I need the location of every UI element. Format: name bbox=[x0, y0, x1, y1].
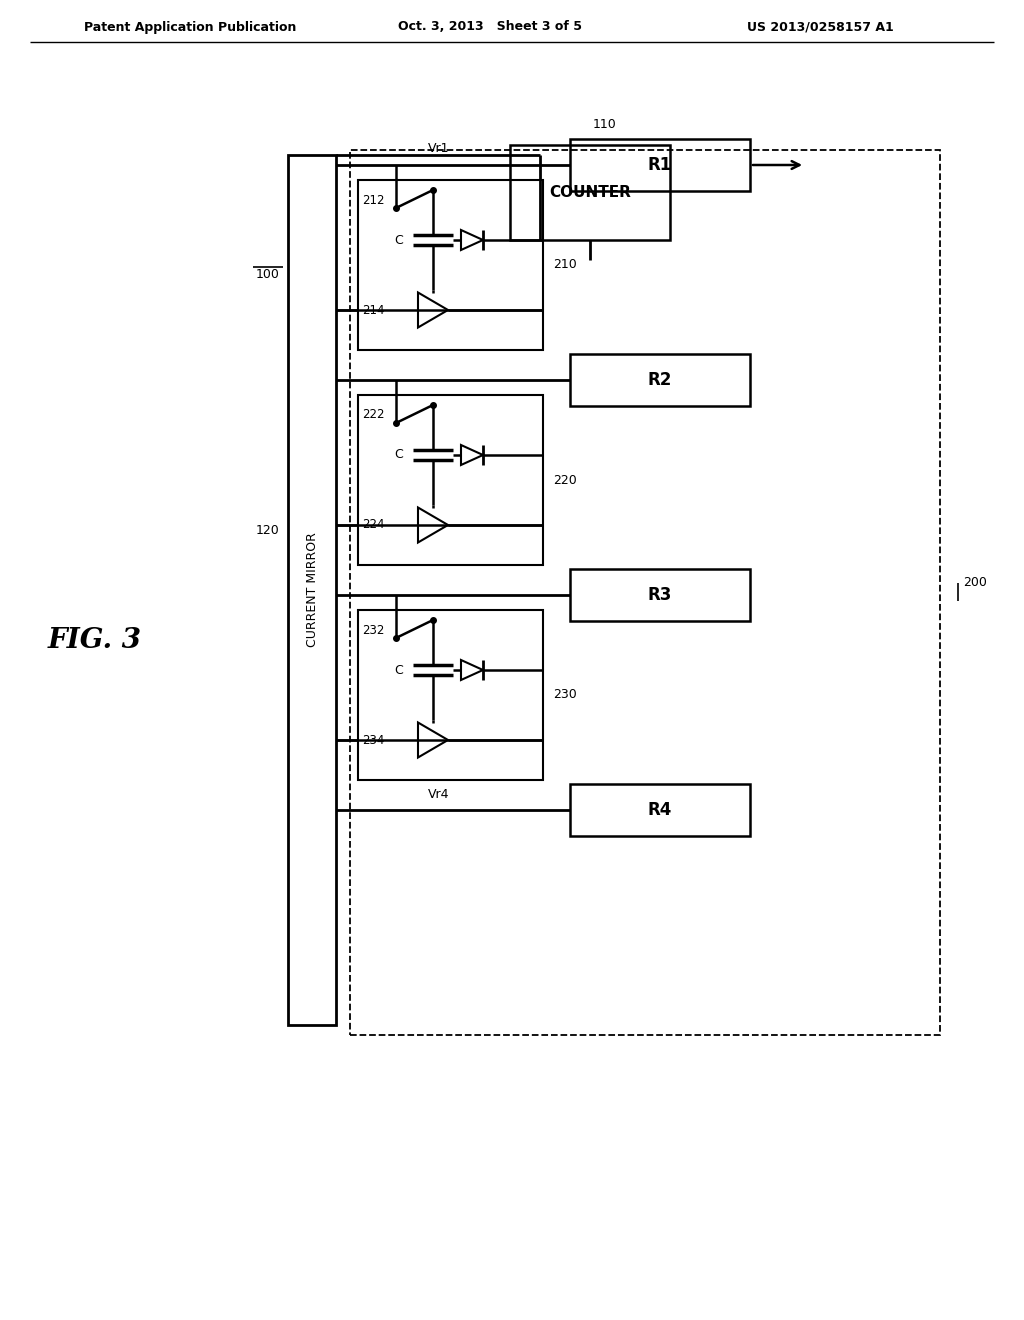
Text: 212: 212 bbox=[362, 194, 384, 206]
Text: CURRENT MIRROR: CURRENT MIRROR bbox=[305, 532, 318, 647]
Bar bbox=[570, 784, 750, 836]
Text: Patent Application Publication: Patent Application Publication bbox=[84, 21, 296, 33]
Text: 234: 234 bbox=[362, 734, 384, 747]
Bar bbox=[510, 145, 670, 240]
Bar bbox=[288, 154, 336, 1026]
Text: R1: R1 bbox=[648, 156, 672, 174]
Text: Vr1: Vr1 bbox=[428, 143, 450, 156]
Text: COUNTER: COUNTER bbox=[549, 185, 631, 201]
Text: FIG. 3: FIG. 3 bbox=[48, 627, 142, 653]
Bar bbox=[570, 139, 750, 191]
Text: 210: 210 bbox=[553, 259, 577, 272]
Text: 214: 214 bbox=[362, 304, 384, 317]
Text: R2: R2 bbox=[648, 371, 672, 389]
Text: 110: 110 bbox=[593, 119, 616, 132]
Bar bbox=[358, 395, 543, 565]
Bar bbox=[570, 354, 750, 407]
Text: 100: 100 bbox=[256, 268, 280, 281]
Text: R4: R4 bbox=[648, 801, 672, 818]
Bar bbox=[570, 569, 750, 620]
Text: 230: 230 bbox=[553, 689, 577, 701]
Text: C: C bbox=[394, 234, 403, 247]
Bar bbox=[358, 610, 543, 780]
Text: Vr4: Vr4 bbox=[428, 788, 450, 800]
Text: 224: 224 bbox=[362, 519, 384, 532]
Bar bbox=[350, 150, 940, 1035]
Text: R3: R3 bbox=[648, 586, 672, 605]
Text: 120: 120 bbox=[256, 524, 280, 536]
Text: 232: 232 bbox=[362, 623, 384, 636]
Text: C: C bbox=[394, 449, 403, 462]
Bar bbox=[358, 180, 543, 350]
Text: 220: 220 bbox=[553, 474, 577, 487]
Text: 222: 222 bbox=[362, 408, 384, 421]
Text: 200: 200 bbox=[963, 576, 987, 589]
Text: Oct. 3, 2013   Sheet 3 of 5: Oct. 3, 2013 Sheet 3 of 5 bbox=[398, 21, 582, 33]
Text: US 2013/0258157 A1: US 2013/0258157 A1 bbox=[746, 21, 893, 33]
Text: C: C bbox=[394, 664, 403, 676]
